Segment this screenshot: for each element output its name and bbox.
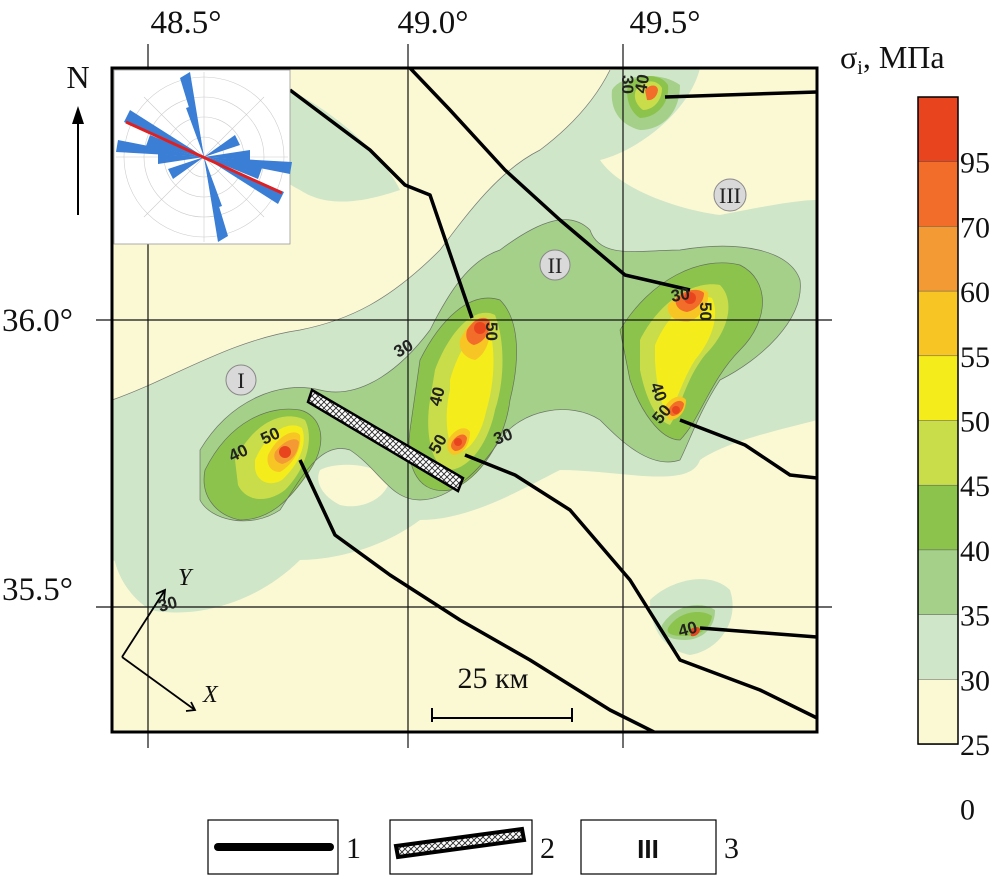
colorbar-band — [917, 226, 959, 292]
fault-6 — [298, 459, 658, 732]
colorbar-tick-label: 35 — [960, 600, 990, 633]
colorbar-band — [917, 420, 959, 486]
colorbar-band — [917, 161, 959, 228]
colorbar-title: σi, МПа — [840, 39, 945, 79]
colorbar-tick-label: 50 — [960, 406, 990, 439]
zone-II: II — [548, 253, 563, 278]
colorbar-band — [917, 614, 959, 681]
contour-label: 40 — [676, 618, 699, 641]
colorbar-tick-label: 95 — [960, 147, 990, 180]
y-axis-label: Y — [178, 565, 194, 591]
contour-label: 40 — [631, 73, 653, 95]
lon-label-49-0: 49.0° — [398, 5, 469, 41]
contour-label: 30 — [669, 284, 691, 306]
x-axis-label: X — [202, 682, 219, 708]
graticule — [96, 44, 832, 748]
fault-2 — [408, 68, 691, 292]
legend-hatched-bar — [393, 826, 527, 860]
contour-label: 30 — [618, 75, 637, 94]
fault-4 — [679, 418, 817, 480]
colorbar-band — [917, 96, 959, 163]
contour-label: 40 — [426, 385, 449, 408]
legend: 1 2 III 3 — [207, 819, 739, 875]
lat-label-35-5: 35.5° — [2, 572, 73, 608]
xy-axes — [121, 588, 197, 712]
contour-25-c — [112, 400, 224, 562]
legend-number-1: 1 — [346, 832, 361, 865]
colorbar-band — [917, 290, 959, 357]
fault-3 — [664, 90, 817, 99]
legend-number-3: 3 — [724, 832, 739, 865]
contour-label: 50 — [696, 302, 715, 321]
fault-1 — [288, 88, 474, 319]
contour-label: 30 — [156, 593, 179, 616]
colorbar-band — [917, 484, 959, 551]
fault-7 — [699, 626, 817, 639]
colorbar-tick-label: 0 — [960, 794, 975, 827]
legend-number-2: 2 — [540, 832, 555, 865]
zone-I: I — [237, 368, 244, 393]
colorbar-tick-label: 45 — [960, 470, 990, 503]
legend-box-3 — [580, 819, 717, 875]
lon-label-49-5: 49.5° — [630, 5, 701, 41]
colorbar-tick-label: 40 — [960, 535, 990, 568]
lat-label-36-0: 36.0° — [2, 303, 73, 339]
map-frame — [110, 66, 819, 734]
colorbar-band — [917, 549, 959, 616]
colorbar-tick-label: 55 — [960, 341, 990, 374]
zone-III: III — [719, 183, 741, 208]
fault-5 — [464, 453, 817, 720]
colorbar-tick-label: 25 — [960, 729, 990, 762]
north-arrow: N — [66, 59, 90, 215]
contour-label: 50 — [482, 322, 501, 341]
rose-diagram — [113, 69, 292, 245]
hatched-bar-map — [306, 388, 465, 493]
fault-lines — [288, 68, 817, 732]
stress-field — [112, 68, 817, 655]
colorbar-tick-label: 70 — [960, 211, 990, 244]
colorbar-band — [917, 679, 959, 745]
legend-zone-text: III — [637, 834, 659, 864]
colorbar-band — [917, 355, 959, 422]
scale-bar: 25 км — [431, 662, 573, 722]
north-label: N — [66, 59, 89, 95]
zone-markers: I II III — [225, 178, 747, 396]
colorbar: σi, МПа 95 70 60 55 50 45 40 35 30 25 0 — [840, 39, 990, 827]
colorbar-tick-label: 30 — [960, 664, 990, 697]
colorbar-tick-label: 60 — [960, 276, 990, 309]
lon-label-48-5: 48.5° — [151, 5, 222, 41]
scale-label: 25 км — [457, 662, 528, 695]
